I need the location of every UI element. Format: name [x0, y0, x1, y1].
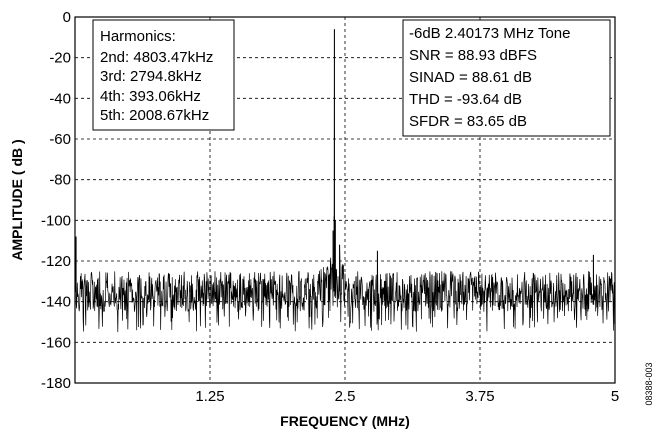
plot-frame	[74, 16, 616, 384]
metric-sfdr: SFDR = 83.65 dB	[409, 113, 527, 130]
harmonics-heading: Harmonics:	[100, 28, 176, 45]
y-tick-label: -40	[49, 90, 71, 107]
x-axis-title: FREQUENCY (MHz)	[280, 413, 410, 429]
y-tick-label: -120	[41, 253, 71, 270]
harmonic-3rd: 3rd: 2794.8kHz	[100, 68, 202, 85]
x-tick-label: 1.25	[195, 388, 224, 405]
metrics-box-frame	[402, 19, 611, 137]
y-tick-label: -60	[49, 131, 71, 148]
harmonic-4th: 4th: 393.06kHz	[100, 88, 201, 105]
y-tick-label: -160	[41, 334, 71, 351]
harmonic-5th: 5th: 2008.67kHz	[100, 107, 209, 124]
x-tick-label: 5	[611, 388, 619, 405]
x-tick-label: 3.75	[465, 388, 494, 405]
x-tick-label: 2.5	[335, 388, 356, 405]
y-axis-title: AMPLITUDE ( dB )	[9, 139, 25, 260]
figure-id: 08388-003	[644, 362, 654, 405]
y-tick-label: -100	[41, 212, 71, 229]
harmonics-box: Harmonics: 2nd: 4803.47kHz 3rd: 2794.8kH…	[92, 19, 235, 131]
y-tick-label: 0	[63, 9, 71, 26]
metric-sinad: SINAD = 88.61 dB	[409, 69, 532, 86]
y-axis-ticks: 0 -20 -40 -60 -80 -100 -120 -140 -160 -180	[41, 9, 71, 392]
spectrum-trace	[74, 29, 616, 333]
metric-thd: THD = -93.64 dB	[409, 91, 522, 108]
y-tick-label: -20	[49, 50, 71, 67]
harmonic-2nd: 2nd: 4803.47kHz	[100, 49, 213, 66]
metric-tone: -6dB 2.40173 MHz Tone	[409, 25, 571, 42]
harmonics-box-frame	[92, 19, 235, 131]
metric-snr: SNR = 88.93 dBFS	[409, 47, 537, 64]
y-tick-label: -180	[41, 375, 71, 392]
spectrum-line	[74, 29, 616, 333]
y-tick-label: -140	[41, 294, 71, 311]
y-tick-label: -80	[49, 172, 71, 189]
x-axis-ticks: 1.25 2.5 3.75 5	[195, 388, 619, 405]
metrics-box: -6dB 2.40173 MHz Tone SNR = 88.93 dBFS S…	[402, 19, 611, 137]
